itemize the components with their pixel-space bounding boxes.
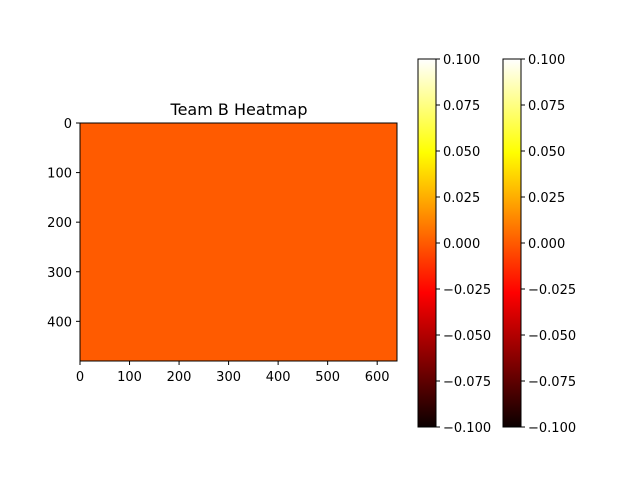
x-tick-label: 200 [167, 370, 192, 385]
colorbar-2: 0.100 0.075 0.050 0.025 0.000 −0.025 −0.050 −0.… [502, 53, 576, 436]
colorbar-tick-label: −0.075 [528, 375, 576, 390]
colorbar-gradient [418, 59, 436, 427]
y-tick-label: 300 [47, 266, 72, 281]
x-tick-label: 400 [266, 370, 291, 385]
x-tick-label: 600 [365, 370, 390, 385]
colorbar-tick-label: 0.025 [528, 191, 565, 206]
colorbar-1: 0.100 0.075 0.050 0.025 0.000 −0.025 −0.050 −0.… [417, 53, 491, 436]
colorbar-tick-label: −0.100 [528, 421, 576, 436]
y-tick-label: 200 [47, 216, 72, 231]
x-tick-label: 300 [216, 370, 241, 385]
x-tick-label: 500 [315, 370, 340, 385]
colorbar-tick-label: −0.050 [443, 329, 491, 344]
colorbar-tick-label: −0.025 [528, 283, 576, 298]
y-tick-label: 400 [47, 315, 72, 330]
colorbar-tick-label: 0.075 [443, 99, 480, 114]
colorbar-tick-label: 0.025 [443, 191, 480, 206]
colorbar-tick-label: −0.075 [443, 375, 491, 390]
colorbar-tick-label: −0.100 [443, 421, 491, 436]
colorbar-tick-label: 0.100 [443, 53, 480, 68]
colorbar-tick-label: 0.075 [528, 99, 565, 114]
x-tick-label: 0 [76, 370, 84, 385]
colorbar-tick-label: −0.025 [443, 283, 491, 298]
heatmap-cell [80, 123, 397, 361]
colorbar-tick-label: 0.000 [443, 237, 480, 252]
x-tick-label: 100 [117, 370, 142, 385]
y-tick-label: 0 [64, 117, 72, 132]
colorbar-tick-label: 0.050 [443, 145, 480, 160]
heatmap-frame [79, 122, 398, 362]
colorbar-tick-label: 0.100 [528, 53, 565, 68]
colorbar-gradient [503, 59, 521, 427]
colorbar-tick-label: 0.000 [528, 237, 565, 252]
colorbar-tick-label: 0.050 [528, 145, 565, 160]
chart-title: Team B Heatmap [170, 100, 308, 119]
y-tick-label: 100 [47, 167, 72, 182]
colorbar-tick-label: −0.050 [528, 329, 576, 344]
